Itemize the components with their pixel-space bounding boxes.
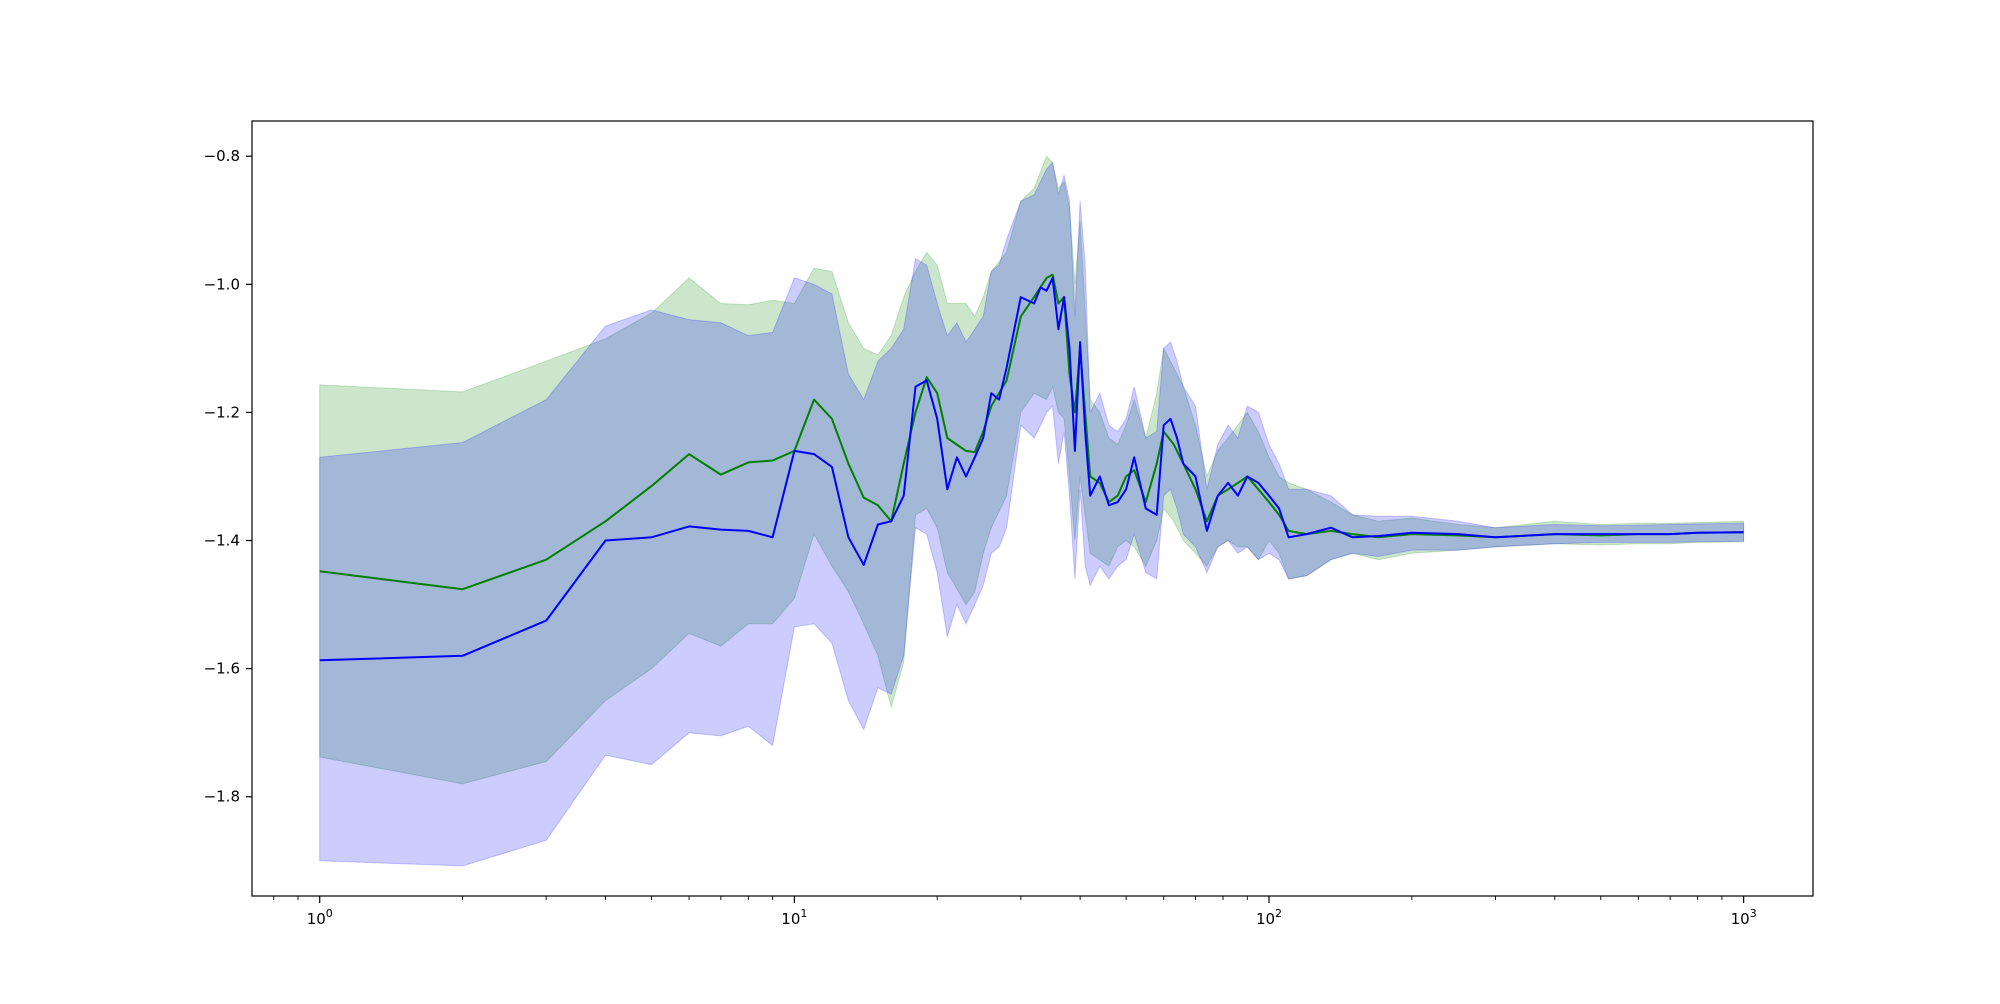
plot-frame — [251, 120, 1814, 897]
series-line-2 — [319, 276, 1744, 662]
x-tick-label: 103 — [1731, 907, 1757, 928]
y-tick-label: −1.0 — [204, 275, 240, 293]
x-tick-label: 100 — [307, 907, 333, 928]
y-tick-label: −1.4 — [204, 532, 240, 550]
y-tick-label: −1.2 — [204, 403, 240, 421]
y-tick-label: −1.8 — [204, 788, 240, 806]
y-tick-label: −1.6 — [204, 660, 240, 678]
plot-area — [319, 155, 1745, 867]
axes: −0.8 −1.0 −1.2 −1.4 −1.6 −1.8 100 101 102 103 — [204, 120, 1814, 928]
y-tick-label: −0.8 — [204, 147, 240, 165]
x-tick-label: 102 — [1256, 907, 1282, 928]
confidence-band-2 — [319, 161, 1745, 867]
x-tick-label: 101 — [781, 907, 807, 928]
confidence-band-1 — [319, 155, 1745, 785]
